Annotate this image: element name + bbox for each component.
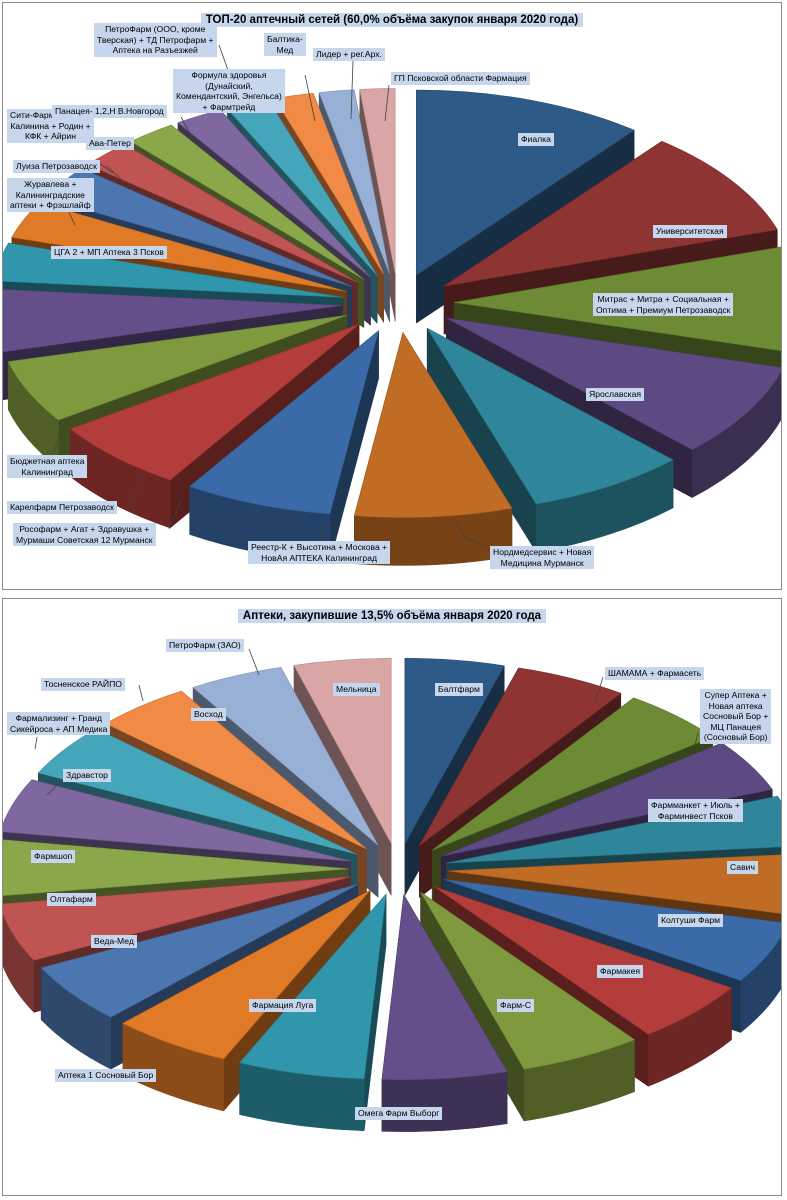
bottom-label-19: Мельница <box>333 683 380 696</box>
bottom-slice-9 <box>381 893 508 1132</box>
bottom-label-1: ШАМАМА + Фармасеть <box>605 667 705 680</box>
top-slice-5 <box>353 331 513 566</box>
bottom-leader-16 <box>138 684 144 702</box>
bottom-label-12: Олтафарм <box>47 893 96 906</box>
top-label-13: Ава-Петер <box>86 137 134 150</box>
top-label-14: Панацея- 1,2,Н В.Новгород <box>52 105 167 118</box>
bottom-leader-15 <box>34 736 38 750</box>
top-label-18: Лидер + рег.Арх. <box>313 48 385 61</box>
top-label-17: Балтика- Мед <box>264 33 306 57</box>
top-leader-15 <box>236 124 242 134</box>
top-leader-19 <box>384 84 390 122</box>
bottom-label-10: Аптека 1 Сосновый Бор <box>55 1069 157 1082</box>
top-label-2: Митрас + Митра + Социальная + Оптима + Пр… <box>593 293 734 317</box>
top-leader-16 <box>218 44 230 74</box>
bottom-label-15: Фармализинг + Гранд Сикейроса + АП Медика <box>7 712 111 736</box>
bottom-slice-8 <box>420 891 636 1122</box>
top-label-7: Карелфарм Петрозаводск <box>7 501 117 514</box>
bottom-label-18: ПетроФарм (ЗАО) <box>166 639 244 652</box>
bottom-label-16: Тосненское РАЙПО <box>41 678 125 691</box>
top-label-10: ЦГА 2 + МП Аптека 3 Псков <box>51 246 167 259</box>
top-leader-18 <box>350 60 354 120</box>
bottom-label-6: Фармакея <box>597 965 644 978</box>
top-leader-9 <box>98 162 114 174</box>
top-leader-4 <box>456 522 488 547</box>
top-slice-4 <box>426 327 674 553</box>
bottom-leader-2 <box>694 732 699 746</box>
bottom-leader-18 <box>248 648 260 676</box>
top-label-19: ГП Псковской области Фармация <box>391 72 530 85</box>
top-label-4: Нордмедсервис + Новая Медицина Мурманск <box>490 546 595 570</box>
top-leader-17 <box>304 74 316 122</box>
bottom-chart-panel: Аптеки, закупившие 13,5% объёма января 2… <box>2 598 782 1196</box>
bottom-label-9: Фармация Луга <box>249 999 317 1012</box>
top-label-12: Луиза Петрозаводск <box>13 160 100 173</box>
top-label-16: ПетроФарм (ООО, кроме Тверская) + ТД Петр… <box>94 23 217 57</box>
top-leader-6 <box>168 500 182 530</box>
bottom-label-0: Балтфарм <box>435 683 483 696</box>
top-label-11: Журавлева + Калининградские аптеки + Фрэшл… <box>7 178 94 212</box>
bottom-label-14: Здравстор <box>63 769 111 782</box>
top-label-1: Университетская <box>653 225 727 238</box>
top-leader-12 <box>106 165 124 182</box>
bottom-label-13: Фармшоп <box>31 850 76 863</box>
top-leader-7 <box>126 472 146 508</box>
bottom-label-17: Восход <box>191 708 226 721</box>
top-label-15: Формула здоровья (Дунайский, Комендантский… <box>173 69 285 114</box>
top-label-6: Рософарм + Агат + Здравушка + Мурмаши Сов… <box>13 523 156 547</box>
bottom-label-2: Супер Аптека + Новая аптека Сосновый Бор +… <box>700 689 772 744</box>
bottom-label-5: Колтуши Фарм <box>658 914 724 927</box>
top-label-5: Реестр-К + Высотина + Москова + НовАя АПТ… <box>248 541 391 565</box>
top-leader-14 <box>180 116 196 144</box>
top-leader-8 <box>52 432 62 455</box>
top-label-3: Ярославская <box>586 388 645 401</box>
top-label-0: Фиалка <box>518 133 554 146</box>
top-chart-panel: ТОП-20 аптечный сетей (60,0% объёма заку… <box>2 2 782 590</box>
bottom-leader-14 <box>46 780 62 796</box>
bottom-leader-1 <box>594 676 604 704</box>
bottom-label-11: Веда-Мед <box>91 935 137 948</box>
bottom-label-7: Фарм-С <box>497 999 535 1012</box>
bottom-label-8: Омега Фарм Выборг <box>355 1107 443 1120</box>
bottom-label-3: Фармманкет + Июль + Фарминвест Псков <box>648 799 743 823</box>
top-leader-13 <box>142 150 156 162</box>
top-label-8: Бюджетная аптека Калининград <box>7 455 88 479</box>
bottom-label-4: Савич <box>727 861 758 874</box>
